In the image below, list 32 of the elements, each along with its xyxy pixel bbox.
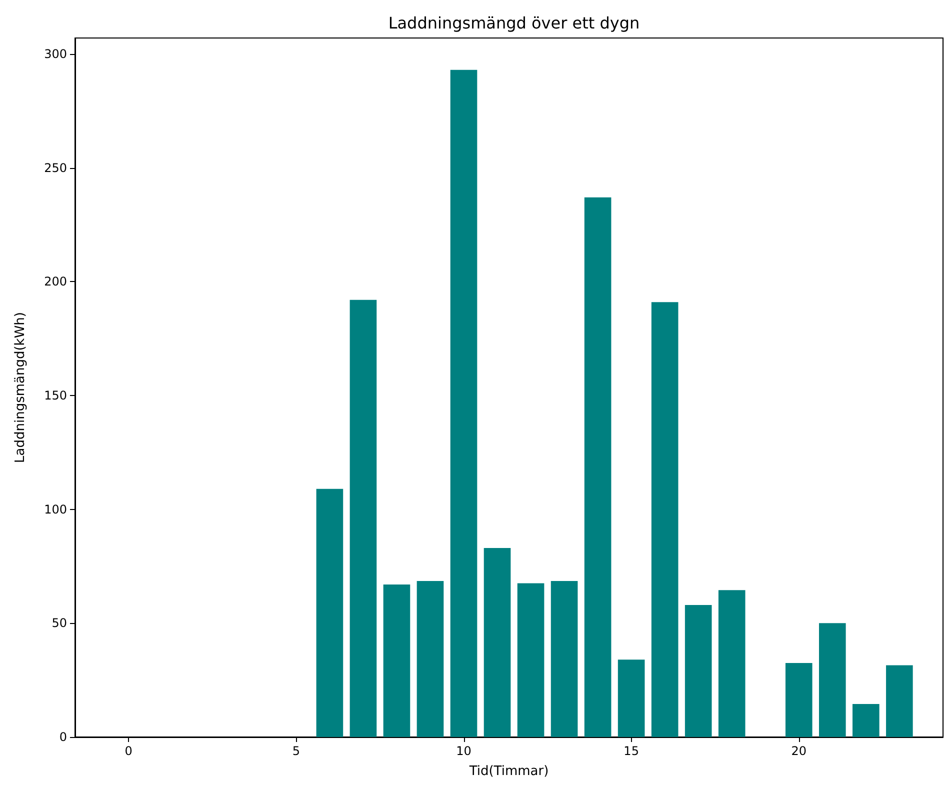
y-tick-label: 150 [44,388,67,402]
x-tick-label: 15 [624,744,639,758]
bar [718,590,746,737]
y-tick-label: 250 [44,160,67,175]
bar [651,302,678,737]
bar [550,581,578,737]
bar [852,704,880,737]
bar [484,548,511,737]
bar [316,488,344,737]
bar [684,604,712,737]
bar [618,660,645,737]
y-tick-label: 200 [44,274,67,289]
y-tick-label: 300 [44,46,67,61]
x-tick-label: 5 [292,744,300,758]
bar [886,665,913,737]
bar [416,581,444,737]
x-tick-label: 10 [456,744,472,758]
x-tick-label: 20 [791,744,807,758]
bar [819,623,846,737]
bar [383,584,410,737]
bar [450,70,478,737]
bar [785,663,812,737]
bar [517,583,544,737]
chart-title: Laddningsmängd över ett dygn [388,14,640,32]
x-axis-title: Tid(Timmar) [468,764,549,779]
bar [584,197,612,737]
y-tick-label: 50 [52,616,67,630]
y-axis-title: Laddningsmängd(kWh) [13,312,28,463]
x-tick-label: 0 [124,744,132,758]
bar [350,300,377,737]
y-tick-label: 100 [44,502,67,516]
y-tick-label: 0 [59,730,67,744]
